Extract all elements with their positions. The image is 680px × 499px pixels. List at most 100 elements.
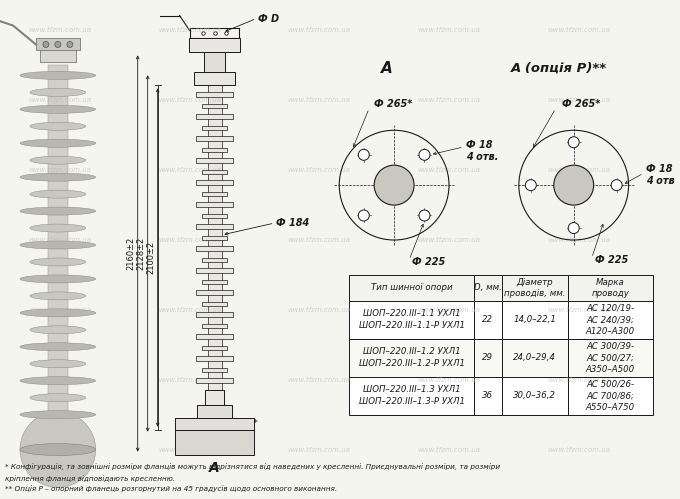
Circle shape [43, 41, 49, 47]
Text: www.tfzm.com.ua: www.tfzm.com.ua [418, 27, 481, 33]
Circle shape [568, 137, 579, 148]
Text: 2160±2: 2160±2 [126, 237, 136, 269]
FancyBboxPatch shape [474, 275, 502, 301]
Circle shape [55, 41, 61, 47]
Text: 4 отв: 4 отв [645, 176, 674, 186]
Text: www.tfzm.com.ua: www.tfzm.com.ua [288, 447, 351, 453]
Text: www.tfzm.com.ua: www.tfzm.com.ua [29, 27, 91, 33]
Text: www.tfzm.com.ua: www.tfzm.com.ua [29, 447, 91, 453]
Text: Ф 265*: Ф 265* [562, 99, 600, 109]
Text: www.tfzm.com.ua: www.tfzm.com.ua [288, 97, 351, 103]
Ellipse shape [20, 343, 96, 351]
Text: А: А [209, 461, 220, 475]
FancyBboxPatch shape [197, 405, 233, 418]
Text: www.tfzm.com.ua: www.tfzm.com.ua [29, 307, 91, 313]
Text: Ф 265*: Ф 265* [374, 99, 413, 109]
Text: www.tfzm.com.ua: www.tfzm.com.ua [547, 97, 610, 103]
FancyBboxPatch shape [502, 339, 568, 377]
FancyBboxPatch shape [40, 42, 76, 62]
Ellipse shape [20, 377, 96, 385]
FancyBboxPatch shape [201, 346, 228, 350]
Circle shape [67, 41, 73, 47]
FancyBboxPatch shape [568, 339, 653, 377]
FancyBboxPatch shape [36, 38, 80, 50]
Ellipse shape [30, 224, 86, 232]
FancyBboxPatch shape [201, 236, 228, 240]
FancyBboxPatch shape [350, 377, 474, 415]
Circle shape [554, 165, 594, 205]
FancyBboxPatch shape [196, 202, 233, 207]
Text: www.tfzm.com.ua: www.tfzm.com.ua [418, 307, 481, 313]
FancyBboxPatch shape [350, 339, 474, 377]
FancyBboxPatch shape [196, 246, 233, 251]
Text: 22: 22 [482, 315, 494, 324]
Ellipse shape [20, 444, 96, 456]
Text: www.tfzm.com.ua: www.tfzm.com.ua [547, 27, 610, 33]
Text: кріплення фланця відповідають кресленню.: кріплення фланця відповідають кресленню. [5, 475, 175, 482]
FancyBboxPatch shape [201, 170, 228, 174]
FancyBboxPatch shape [502, 275, 568, 301]
Ellipse shape [20, 105, 96, 113]
Ellipse shape [30, 88, 86, 96]
Circle shape [419, 149, 430, 160]
FancyBboxPatch shape [196, 158, 233, 163]
FancyBboxPatch shape [48, 65, 68, 430]
Text: www.tfzm.com.ua: www.tfzm.com.ua [158, 237, 221, 243]
FancyBboxPatch shape [350, 301, 474, 339]
Text: www.tfzm.com.ua: www.tfzm.com.ua [29, 167, 91, 173]
FancyBboxPatch shape [201, 192, 228, 196]
FancyBboxPatch shape [203, 52, 226, 72]
Text: www.tfzm.com.ua: www.tfzm.com.ua [418, 447, 481, 453]
Ellipse shape [20, 207, 96, 215]
Text: Ф 225: Ф 225 [412, 257, 445, 267]
Ellipse shape [20, 139, 96, 147]
Text: Ф 18: Ф 18 [645, 164, 672, 174]
FancyBboxPatch shape [196, 136, 233, 141]
Text: Тип шинної опори: Тип шинної опори [371, 283, 452, 292]
Text: www.tfzm.com.ua: www.tfzm.com.ua [158, 167, 221, 173]
FancyBboxPatch shape [196, 268, 233, 273]
Text: www.tfzm.com.ua: www.tfzm.com.ua [288, 167, 351, 173]
Text: www.tfzm.com.ua: www.tfzm.com.ua [29, 377, 91, 383]
Text: D, мм.: D, мм. [474, 283, 502, 292]
FancyBboxPatch shape [196, 356, 233, 361]
Text: www.tfzm.com.ua: www.tfzm.com.ua [547, 167, 610, 173]
FancyBboxPatch shape [201, 258, 228, 262]
FancyBboxPatch shape [201, 324, 228, 328]
FancyBboxPatch shape [205, 390, 224, 405]
FancyBboxPatch shape [207, 85, 222, 390]
Text: ** Опція Р – опорний фланець розгорнутий на 45 градусів щодо основного виконання: ** Опція Р – опорний фланець розгорнутий… [5, 485, 337, 492]
Text: Діаметр
проводів, мм.: Діаметр проводів, мм. [504, 277, 566, 298]
Ellipse shape [30, 156, 86, 164]
Text: Ф D: Ф D [258, 13, 279, 23]
Text: www.tfzm.com.ua: www.tfzm.com.ua [288, 27, 351, 33]
FancyBboxPatch shape [196, 378, 233, 383]
FancyBboxPatch shape [175, 418, 254, 430]
Ellipse shape [30, 292, 86, 300]
Circle shape [20, 412, 96, 488]
FancyBboxPatch shape [196, 92, 233, 97]
FancyBboxPatch shape [568, 275, 653, 301]
FancyBboxPatch shape [201, 126, 228, 130]
Text: А (опція Р)**: А (опція Р)** [511, 62, 607, 75]
Ellipse shape [20, 411, 96, 419]
Text: www.tfzm.com.ua: www.tfzm.com.ua [418, 167, 481, 173]
FancyBboxPatch shape [196, 334, 233, 339]
Text: www.tfzm.com.ua: www.tfzm.com.ua [158, 307, 221, 313]
Ellipse shape [30, 360, 86, 368]
Text: www.tfzm.com.ua: www.tfzm.com.ua [418, 97, 481, 103]
Text: Ф 18: Ф 18 [466, 140, 492, 150]
Text: ШОП–220.ІІІ–1.1 УХЛ1
ШОП–220.ІІІ–1.1-Р УХЛ1: ШОП–220.ІІІ–1.1 УХЛ1 ШОП–220.ІІІ–1.1-Р У… [358, 309, 464, 330]
FancyBboxPatch shape [201, 214, 228, 218]
Text: www.tfzm.com.ua: www.tfzm.com.ua [158, 447, 221, 453]
Text: АС 300/39-
АС 500/27;
А350–А500: АС 300/39- АС 500/27; А350–А500 [585, 341, 634, 374]
Text: ШОП–220.ІІІ–1.3 УХЛ1
ШОП–220.ІІІ–1.3-Р УХЛ1: ШОП–220.ІІІ–1.3 УХЛ1 ШОП–220.ІІІ–1.3-Р У… [358, 385, 464, 406]
Circle shape [358, 210, 369, 221]
Text: www.tfzm.com.ua: www.tfzm.com.ua [158, 377, 221, 383]
Text: 20*: 20* [243, 419, 258, 428]
Text: www.tfzm.com.ua: www.tfzm.com.ua [29, 97, 91, 103]
Ellipse shape [30, 258, 86, 266]
FancyBboxPatch shape [201, 368, 228, 372]
FancyBboxPatch shape [194, 72, 235, 85]
Text: www.tfzm.com.ua: www.tfzm.com.ua [418, 377, 481, 383]
